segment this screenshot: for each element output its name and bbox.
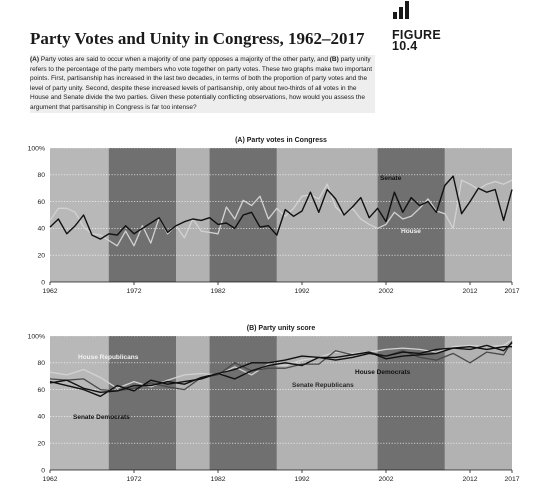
x-tick-label-a-2: 1982: [210, 288, 225, 295]
party-unity-chart: 0 20 40 60 80 100% 1962 1972 1982 1992 2002 2012 201…: [28, 325, 520, 483]
caption-text-b: party unity refers to the percentage of …: [30, 56, 373, 111]
shaded-period-b-0: [108, 336, 176, 470]
y-tick-label-b-3: 60: [37, 387, 45, 394]
shaded-period-a-1: [176, 148, 210, 282]
shaded-period-a-3: [276, 148, 311, 282]
y-tick-label-a-2: 40: [37, 226, 45, 233]
y-tick-label-a-3: 60: [37, 199, 45, 206]
shaded-period-b-2: [209, 336, 277, 470]
y-tick-label-a-0: 0: [41, 279, 45, 286]
x-tick-label-b-5: 2012: [462, 476, 477, 483]
y-tick-label-b-0: 0: [41, 467, 45, 474]
y-tick-label-b-5: 100%: [28, 333, 45, 340]
y-tick-label-a-1: 20: [37, 253, 45, 260]
x-tick-label-a-1: 1972: [126, 288, 141, 295]
x-tick-label-b-4: 2002: [378, 476, 393, 483]
x-tick-label-b-3: 1992: [294, 476, 309, 483]
caption-marker-a: (A): [30, 56, 40, 63]
y-tick-label-b-2: 40: [37, 414, 45, 421]
shaded-period-a-0: [108, 148, 176, 282]
series-line-house-republicans: [49, 339, 513, 389]
figure-title: Party Votes and Unity in Congress, 1962–…: [30, 29, 365, 48]
x-tick-label-a-4: 2002: [378, 288, 393, 295]
series-label-senate-democrats: Senate Democrats: [73, 414, 130, 421]
series-line-house-democrats: [49, 346, 512, 393]
figure-label: FIGURE 10.4: [392, 28, 442, 53]
bar-chart-icon: [393, 1, 409, 19]
series-line-senate: [49, 175, 513, 240]
series-line-house: [49, 179, 513, 247]
series-label-senate-republicans: Senate Republicans: [292, 382, 354, 389]
x-tick-label-b-1: 1972: [126, 476, 141, 483]
y-tick-label-a-5: 100%: [28, 145, 45, 152]
series-label-house-republicans: House Republicans: [78, 354, 139, 361]
x-tick-label-a-5: 2012: [462, 288, 477, 295]
series-label-senate: Senate: [380, 175, 402, 182]
shaded-period-a-5: [377, 148, 445, 282]
x-tick-label-b-0: 1962: [42, 476, 57, 483]
series-line-senate-democrats: [49, 342, 513, 397]
y-tick-label-b-1: 20: [37, 441, 45, 448]
series-label-house-democrats: House Democrats: [355, 369, 411, 376]
chart-title-a: (A) Party votes in Congress: [235, 137, 327, 144]
chart-title-b: (B) Party unity score: [247, 325, 316, 332]
x-tick-label-a-6: 2017: [504, 288, 519, 295]
party-votes-chart: 0 20 40 60 80 100% 1962 1972 1982 1992 2002 2012 201…: [28, 137, 520, 295]
caption-marker-b: (B): [329, 56, 339, 63]
y-tick-label-b-4: 80: [37, 360, 45, 367]
caption-text-a: Party votes are said to occur when a maj…: [39, 56, 330, 63]
figure-label-word: FIGURE: [392, 28, 442, 42]
figure-caption: (A) Party votes are said to occur when a…: [30, 55, 375, 113]
shaded-period-b-1: [176, 336, 210, 470]
x-tick-label-b-2: 1982: [210, 476, 225, 483]
figure-number: 10.4: [392, 39, 418, 53]
x-tick-label-b-6: 2017: [504, 476, 519, 483]
shaded-period-b-6: [444, 336, 512, 470]
x-tick-label-a-0: 1962: [42, 288, 57, 295]
x-tick-label-a-3: 1992: [294, 288, 309, 295]
series-label-house: House: [401, 228, 421, 235]
y-tick-label-a-4: 80: [37, 172, 45, 179]
